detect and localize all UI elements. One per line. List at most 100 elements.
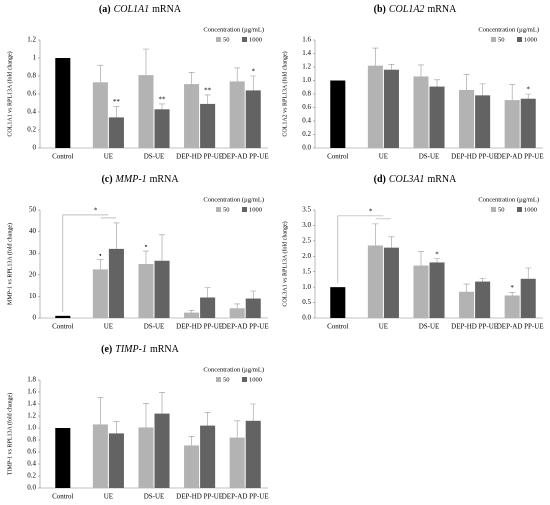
panel: (d) COL3A1 mRNA COL3A1 vs RPL13A (fold chan… — [281, 174, 543, 330]
bar — [55, 58, 71, 148]
y-tick-label: 3.5 — [302, 206, 311, 214]
y-tick-label: 1.6 — [302, 36, 311, 44]
error-bar — [434, 258, 441, 263]
legend-title: Concentration (µg/mL) — [203, 26, 264, 33]
legend-swatch — [242, 377, 247, 382]
error-bar — [97, 397, 104, 425]
x-tick-label: DEP-HD PP-UE — [451, 153, 498, 161]
x-tick-label: Control — [52, 153, 73, 161]
y-tick-label: 1.0 — [302, 76, 311, 84]
x-tick-label: DEP-AD PP-UE — [222, 493, 269, 501]
y-tick-label: 1.2 — [27, 412, 36, 420]
legend-label: 1000 — [524, 206, 537, 213]
bar — [138, 427, 154, 488]
error-bar — [525, 93, 532, 99]
y-tick-label: 0 — [33, 144, 37, 152]
bracket — [62, 214, 116, 312]
legend-label: 50 — [498, 206, 505, 213]
x-tick-label: UE — [379, 153, 388, 161]
x-tick-label: DEP-HD PP-UE — [176, 153, 223, 161]
y-tick-label: 0.4 — [27, 108, 36, 116]
y-tick-label: 0.0 — [302, 144, 311, 152]
error-bar — [463, 283, 470, 292]
bar — [330, 80, 346, 148]
title-rest: mRNA — [150, 174, 180, 185]
gene-name: COL1A2 — [389, 4, 425, 15]
bar — [367, 65, 383, 148]
bar — [138, 75, 154, 148]
bar — [92, 424, 108, 488]
bar — [184, 445, 200, 488]
panel: (a) COL1A1 mRNA COL1A1 vs RPL13A (fold chan… — [6, 4, 268, 160]
error-bar — [113, 222, 120, 249]
error-bar — [388, 64, 395, 70]
y-axis-label: COL1A2 vs RPL13A (fold change) — [281, 51, 288, 136]
bar — [245, 298, 261, 318]
panel-letter: (e) — [101, 344, 112, 355]
legend-label: 1000 — [524, 36, 537, 43]
y-tick-label: 0.0 — [302, 314, 311, 322]
bar — [200, 297, 216, 318]
panel-title: (e) TIMP-1 mRNA — [101, 344, 179, 355]
significance-mark: ** — [204, 87, 212, 95]
bar — [55, 428, 71, 488]
bar — [330, 287, 346, 318]
y-tick-label: 0.6 — [27, 90, 36, 98]
legend-label: 50 — [223, 206, 230, 213]
y-tick-label: 0.8 — [302, 90, 311, 98]
y-tick-label: 1.4 — [27, 400, 36, 408]
error-bar — [417, 251, 424, 266]
legend-swatch — [491, 37, 496, 42]
panel-letter: (b) — [374, 4, 386, 15]
bar — [200, 103, 216, 148]
bar — [383, 247, 399, 318]
y-tick-label: 1.0 — [27, 424, 36, 432]
error-bar — [250, 75, 257, 91]
bracket-label: * — [94, 207, 98, 215]
y-tick-label: 2.5 — [302, 236, 311, 244]
bar — [229, 81, 245, 148]
bar — [92, 269, 108, 318]
bar — [459, 291, 475, 318]
bar — [154, 413, 170, 488]
y-tick-label: 0 — [33, 314, 37, 322]
legend-swatch — [216, 37, 221, 42]
x-tick-label: Control — [52, 323, 73, 331]
y-tick-label: 30 — [29, 249, 37, 257]
error-bar — [372, 223, 379, 246]
error-bar — [463, 74, 470, 90]
panel-title: (d) COL3A1 mRNA — [374, 174, 457, 185]
x-tick-label: Control — [327, 323, 348, 331]
error-bar — [142, 48, 149, 76]
bar — [229, 437, 245, 488]
x-tick-label: Control — [327, 153, 348, 161]
y-tick-label: 1.2 — [27, 36, 36, 44]
bar — [108, 248, 124, 318]
y-tick-label: 0.4 — [27, 460, 36, 468]
legend-swatch — [517, 37, 522, 42]
legend-swatch — [491, 207, 496, 212]
x-tick-label: DEP-HD PP-UE — [451, 323, 498, 331]
panel-letter: (a) — [99, 4, 111, 15]
x-tick-label: DEP-HD PP-UE — [176, 323, 223, 331]
error-bar — [525, 267, 532, 279]
significance-mark: * — [435, 250, 439, 258]
panel: (c) MMP-1 mRNA MMP-1 vs RPL13A (fold change… — [6, 174, 268, 330]
legend-title: Concentration (µg/mL) — [203, 196, 264, 203]
x-tick-label: DS-UE — [144, 323, 165, 331]
bar — [108, 117, 124, 148]
y-axis-label: MMP-1 vs RPL13A (fold change) — [6, 223, 13, 305]
bar — [413, 76, 429, 148]
bar — [55, 315, 71, 318]
error-bar — [509, 292, 516, 296]
y-tick-label: 0.4 — [302, 117, 311, 125]
x-tick-label: DEP-AD PP-UE — [497, 323, 544, 331]
title-rest: mRNA — [427, 174, 457, 185]
y-tick-label: 0.8 — [27, 436, 36, 444]
error-bar — [188, 310, 195, 313]
significance-mark: * — [526, 86, 530, 94]
y-tick-label: 0.0 — [27, 484, 36, 492]
title-rest: mRNA — [150, 344, 180, 355]
significance-mark: * — [510, 284, 514, 292]
